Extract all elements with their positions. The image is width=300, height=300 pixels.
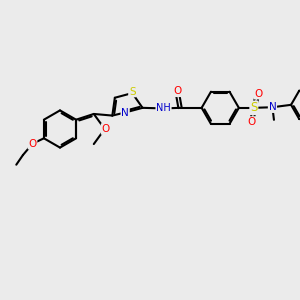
Text: O: O xyxy=(28,139,37,149)
Text: N: N xyxy=(121,108,129,118)
Text: O: O xyxy=(254,89,262,99)
Text: O: O xyxy=(101,124,110,134)
Text: O: O xyxy=(173,86,182,96)
Text: S: S xyxy=(129,87,136,97)
Text: O: O xyxy=(247,117,256,127)
Text: N: N xyxy=(268,102,276,112)
Text: S: S xyxy=(250,101,257,114)
Text: NH: NH xyxy=(156,103,171,113)
